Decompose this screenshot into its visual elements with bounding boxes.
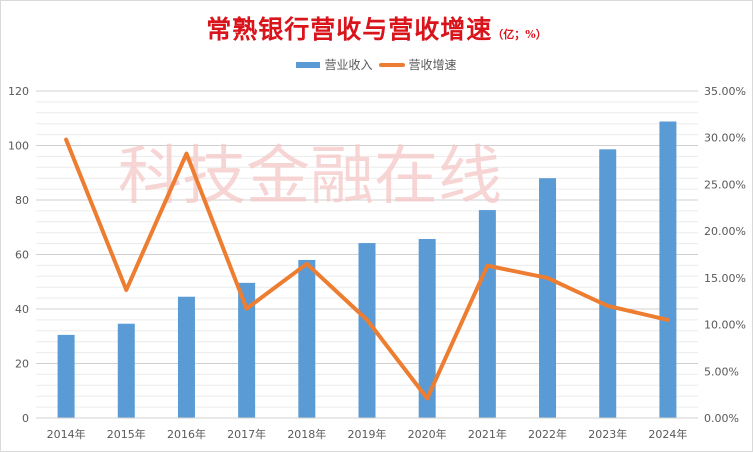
left-axis-tick: 60 — [15, 249, 29, 262]
right-axis-tick: 10.00% — [704, 319, 746, 332]
x-axis-tick: 2024年 — [648, 427, 687, 441]
legend-label-revenue: 营业收入 — [324, 58, 373, 72]
chart-title: 常熟银行营收与营收增速（亿；%） — [0, 10, 753, 46]
left-axis-tick: 0 — [22, 412, 29, 425]
chart-title-unit: （亿；%） — [492, 28, 547, 41]
growth-line — [64, 137, 670, 401]
bar-revenue — [659, 121, 677, 419]
legend: 营业收入 营收增速 — [0, 56, 753, 73]
legend-label-growth: 营收增速 — [408, 58, 457, 72]
bar-revenue — [238, 282, 256, 418]
x-axis-tick: 2020年 — [408, 427, 447, 441]
bar-revenue — [57, 334, 75, 418]
bar-revenue — [478, 210, 496, 418]
x-axis-tick: 2014年 — [47, 427, 86, 441]
legend-item-growth: 营收增速 — [378, 56, 457, 73]
bar-revenue — [599, 149, 617, 418]
right-axis-tick: 30.00% — [704, 132, 746, 145]
bar-revenue — [117, 323, 135, 418]
x-axis-tick: 2023年 — [588, 427, 627, 441]
x-axis-tick: 2021年 — [468, 427, 507, 441]
bar-revenue — [177, 296, 195, 418]
bar-swatch-icon — [296, 61, 321, 68]
x-axis-tick: 2017年 — [227, 427, 266, 441]
bar-revenue — [358, 243, 376, 418]
chart-title-main: 常熟银行营收与营收增速 — [206, 15, 493, 44]
right-axis-tick: 20.00% — [704, 225, 746, 238]
legend-item-revenue: 营业收入 — [296, 56, 373, 73]
right-axis-tick: 0.00% — [704, 412, 739, 425]
left-axis-tick: 40 — [15, 303, 29, 316]
x-axis-tick: 2015年 — [107, 427, 146, 441]
left-axis-tick: 20 — [15, 358, 29, 371]
bar-revenue — [418, 238, 436, 418]
right-axis-tick: 35.00% — [704, 85, 746, 98]
x-axis-tick: 2019年 — [348, 427, 387, 441]
x-axis-tick: 2022年 — [528, 427, 567, 441]
x-axis-tick: 2018年 — [287, 427, 326, 441]
x-axis-tick: 2016年 — [167, 427, 206, 441]
bar-revenue — [298, 259, 316, 418]
right-axis-tick: 5.00% — [704, 365, 739, 378]
watermark-text: 科技金融在线 — [118, 140, 502, 214]
line-swatch-icon — [378, 62, 405, 67]
bar-revenue — [539, 178, 557, 418]
left-axis-tick: 100 — [8, 140, 29, 153]
right-axis-tick: 25.00% — [704, 178, 746, 191]
left-axis-tick: 120 — [8, 85, 29, 98]
right-axis-tick: 15.00% — [704, 272, 746, 285]
left-axis-tick: 80 — [15, 194, 29, 207]
